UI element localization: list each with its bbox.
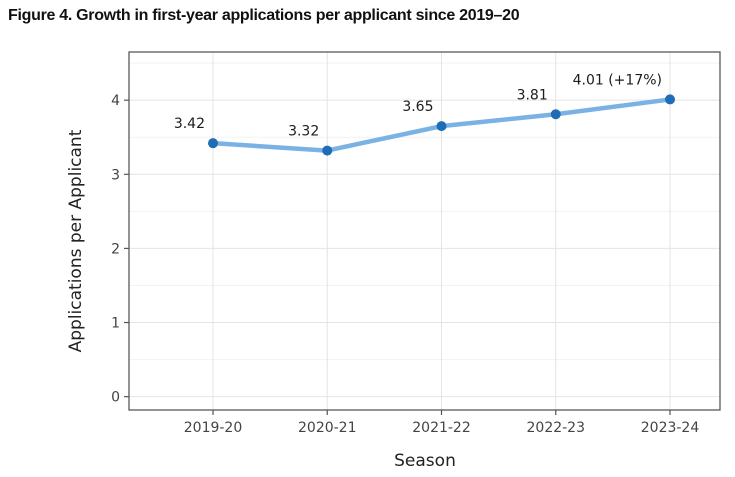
y-tick-label: 2 — [111, 241, 120, 257]
x-tick-label: 2023-24 — [641, 420, 700, 436]
y-axis-tick-labels: 0 1 2 3 4 — [111, 93, 120, 405]
gridlines-vertical — [212, 52, 671, 410]
series-points — [208, 94, 675, 156]
plot-panel-border — [128, 51, 721, 411]
x-tick-label: 2022-23 — [527, 420, 586, 436]
point-labels: 3.42 3.32 3.65 3.81 4.01 (+17%) — [174, 72, 662, 139]
point-label: 4.01 (+17%) — [573, 72, 662, 88]
figure-title: Figure 4. Growth in first-year applicati… — [8, 7, 520, 24]
data-point — [550, 109, 561, 120]
x-axis-tick-labels: 2019-20 2020-21 2021-22 2022-23 2023-24 — [184, 420, 700, 436]
data-point — [208, 138, 218, 149]
y-tick-label: 3 — [111, 167, 120, 183]
x-axis-title: Season — [394, 451, 456, 471]
data-point — [322, 145, 333, 156]
x-tick-label: 2020-21 — [298, 420, 357, 436]
axis-tick-marks — [124, 99, 671, 415]
x-tick-label: 2021-22 — [412, 420, 471, 436]
data-point — [665, 94, 675, 105]
y-tick-label: 4 — [111, 93, 120, 109]
point-label: 3.65 — [402, 99, 433, 115]
point-label: 3.32 — [288, 124, 319, 140]
point-label: 3.42 — [174, 116, 205, 132]
gridlines-minor — [129, 62, 720, 361]
data-point — [436, 121, 447, 132]
x-tick-label: 2019-20 — [184, 420, 243, 436]
point-label: 3.81 — [517, 87, 548, 103]
y-tick-label: 1 — [111, 316, 120, 332]
y-tick-label: 0 — [111, 390, 120, 406]
y-axis-title: Applications per Applicant — [66, 129, 86, 352]
gridlines-major — [129, 99, 720, 398]
